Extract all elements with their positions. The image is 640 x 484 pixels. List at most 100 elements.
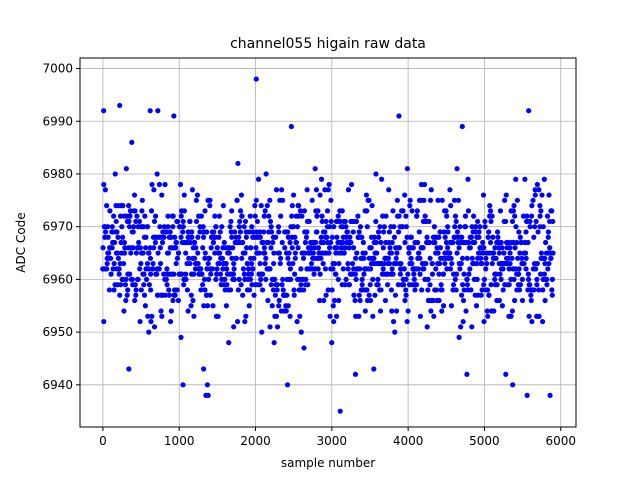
data-point: [143, 245, 149, 251]
data-point: [128, 250, 134, 256]
data-point: [522, 250, 529, 256]
data-point: [289, 245, 295, 251]
data-point: [510, 382, 516, 388]
data-point: [175, 250, 182, 256]
data-point: [439, 308, 445, 314]
data-point: [414, 213, 420, 219]
data-point: [407, 203, 413, 209]
data-point: [432, 239, 438, 246]
data-point: [209, 266, 215, 272]
data-point: [498, 239, 504, 246]
data-point: [375, 276, 381, 282]
data-point: [101, 318, 107, 325]
data-point: [214, 271, 220, 277]
data-point: [183, 271, 189, 277]
data-point: [549, 276, 556, 282]
data-point: [166, 292, 172, 298]
data-point: [272, 292, 278, 298]
data-point: [189, 187, 196, 193]
data-point: [394, 250, 400, 256]
data-point: [231, 276, 237, 282]
data-point: [248, 245, 254, 251]
data-point: [351, 292, 357, 298]
data-point: [538, 208, 544, 214]
data-point: [527, 224, 533, 230]
data-point: [346, 245, 352, 251]
data-point: [368, 297, 374, 304]
data-point: [117, 102, 123, 109]
data-point: [487, 208, 494, 214]
data-point: [465, 176, 471, 182]
data-point: [454, 229, 461, 235]
data-point: [158, 308, 164, 314]
data-point: [376, 234, 382, 240]
data-point: [232, 229, 238, 235]
data-point: [336, 297, 342, 304]
data-point: [318, 176, 325, 182]
data-point: [471, 213, 477, 219]
y-tick-label: 6950: [42, 325, 73, 339]
y-tick-label: 6980: [42, 167, 73, 181]
data-point: [532, 224, 538, 230]
data-point: [334, 313, 340, 319]
data-point: [516, 266, 522, 272]
data-point: [389, 308, 395, 314]
data-point: [279, 282, 285, 288]
data-point: [251, 292, 257, 298]
data-point: [505, 255, 511, 261]
data-point: [311, 245, 318, 251]
data-point: [503, 371, 509, 377]
data-point: [105, 224, 111, 230]
data-point: [315, 208, 321, 214]
data-point: [111, 260, 117, 267]
data-point: [525, 271, 531, 277]
data-point: [237, 229, 244, 235]
data-point: [111, 213, 117, 219]
data-point: [147, 255, 154, 261]
data-point: [488, 218, 494, 225]
data-point: [501, 197, 508, 203]
data-point: [282, 245, 288, 251]
data-point: [350, 229, 356, 235]
data-point: [364, 287, 370, 293]
data-point: [285, 303, 291, 309]
data-point: [154, 271, 160, 277]
data-point: [526, 108, 532, 114]
data-point: [117, 213, 124, 219]
data-point: [155, 108, 161, 114]
data-point: [110, 266, 116, 272]
data-point: [528, 292, 534, 298]
data-point: [115, 234, 121, 240]
data-point: [463, 308, 469, 314]
data-point: [421, 181, 428, 188]
data-point: [391, 234, 398, 240]
data-point: [540, 224, 546, 230]
data-point: [396, 245, 403, 251]
data-point: [202, 255, 208, 261]
data-point: [331, 297, 338, 304]
data-point: [431, 313, 437, 319]
data-point: [519, 255, 525, 261]
data-point: [514, 197, 520, 203]
data-point: [207, 197, 213, 203]
data-point: [436, 260, 443, 267]
data-point: [481, 245, 487, 251]
data-point: [337, 408, 343, 414]
data-point: [216, 234, 222, 240]
data-point: [335, 276, 341, 282]
data-point: [524, 392, 530, 398]
data-point: [448, 255, 454, 261]
data-point: [424, 234, 430, 240]
data-point: [332, 260, 338, 267]
data-point: [216, 213, 222, 219]
data-point: [533, 218, 539, 225]
data-point: [287, 266, 294, 272]
data-point: [524, 213, 530, 219]
data-point: [373, 171, 379, 177]
data-point: [363, 192, 370, 198]
data-point: [276, 297, 282, 304]
data-point: [390, 208, 396, 214]
data-point: [111, 287, 117, 293]
data-point: [224, 282, 230, 288]
data-point: [519, 297, 526, 304]
